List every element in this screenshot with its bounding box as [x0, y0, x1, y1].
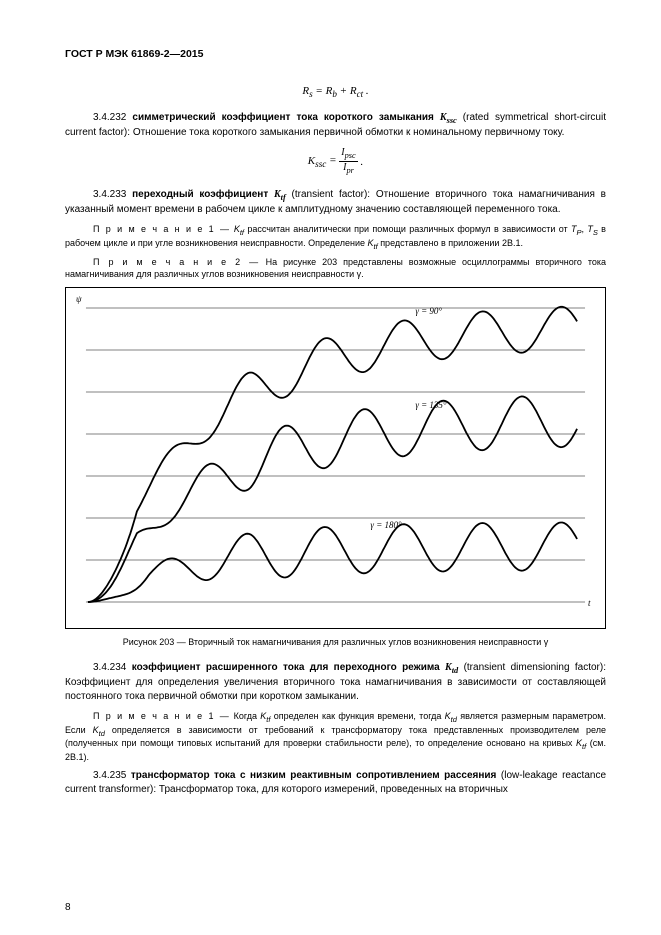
sec-235: 3.4.235 трансформатор тока с низким реак… [65, 769, 606, 796]
sec-234: 3.4.234 коэффициент расширенного тока дл… [65, 661, 606, 703]
formula-kssc: Kssc = Ipsc Ipr . [65, 148, 606, 176]
page-number: 8 [65, 902, 71, 913]
svg-text:γ = 135°: γ = 135° [415, 400, 447, 410]
figure-203: ψ t γ = 90° γ = 135° γ = 180° [65, 287, 606, 629]
sec-232: 3.4.232 симметрический коэффициент тока … [65, 111, 606, 140]
svg-text:γ = 180°: γ = 180° [370, 520, 402, 530]
note-234-1: П р и м е ч а н и е 1 — Когда Ktf опреде… [65, 711, 606, 763]
svg-text:γ = 90°: γ = 90° [415, 306, 442, 316]
formula-rs: Rs = Rb + Rct . [65, 85, 606, 99]
doc-header: ГОСТ Р МЭК 61869-2—2015 [65, 48, 606, 60]
note-233-1: П р и м е ч а н и е 1 — Ktf рассчитан ан… [65, 224, 606, 251]
svg-text:t: t [588, 598, 591, 608]
sec-233: 3.4.233 переходный коэффициент Ktf (tran… [65, 188, 606, 217]
svg-text:ψ: ψ [76, 294, 82, 304]
figure-203-caption: Рисунок 203 — Вторичный ток намагничиван… [65, 637, 606, 647]
note-233-2: П р и м е ч а н и е 2 — На рисунке 203 п… [65, 257, 606, 280]
